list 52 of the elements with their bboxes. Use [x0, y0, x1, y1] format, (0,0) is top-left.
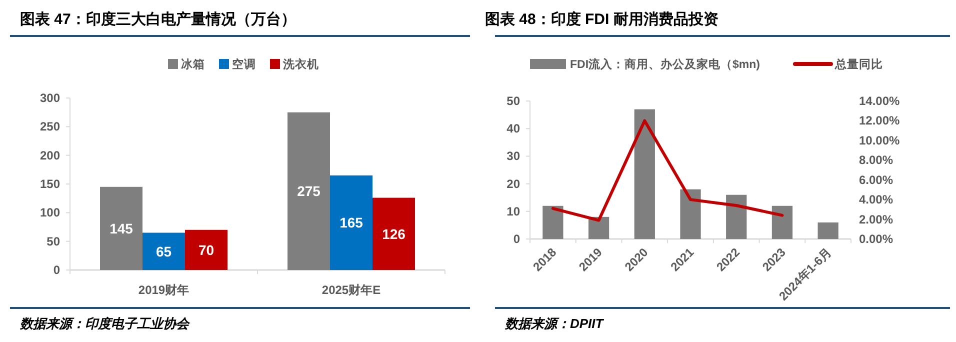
y2-tick-label: 6.00%: [859, 172, 894, 187]
y2-tick-label: 4.00%: [859, 192, 894, 207]
y2-tick-label: 2.00%: [859, 212, 894, 226]
line-series: [551, 119, 784, 222]
y2-tick-label: 10.00%: [859, 133, 900, 148]
data-label: 165: [340, 214, 364, 231]
y-tick-label: 150: [40, 177, 60, 191]
legend-label: 总量同比: [834, 57, 883, 71]
bar: [772, 206, 793, 239]
bar: [680, 189, 701, 239]
y-tick-label: 300: [40, 91, 60, 105]
bar: [818, 222, 838, 239]
legend-label: 空调: [232, 57, 256, 71]
data-label: 275: [297, 183, 321, 200]
source-note: 数据来源：DPIIT: [504, 316, 604, 331]
bar: [100, 186, 142, 270]
bar: [634, 109, 655, 239]
legend-label: 冰箱: [181, 57, 205, 71]
y-tick-label: 40: [506, 122, 520, 136]
legend-label: 洗衣机: [282, 57, 319, 71]
y-tick-label: 10: [506, 204, 520, 218]
bar: [142, 232, 185, 270]
bar: [588, 216, 610, 239]
y-tick-label: 250: [40, 120, 60, 134]
bar: [288, 112, 330, 270]
y-tick-label: 200: [40, 148, 60, 162]
data-label: 65: [156, 243, 172, 260]
bar: [726, 194, 747, 239]
x-tick-label: 2025财年E: [322, 283, 381, 297]
y-tick-label: 20: [506, 176, 520, 191]
y-tick-label: 0: [53, 263, 60, 277]
y-tick-label: 100: [40, 206, 60, 220]
y2-tick-label: 14.00%: [859, 94, 900, 108]
y2-tick-label: 0.00%: [859, 232, 894, 246]
bar: [542, 206, 564, 239]
y-tick-label: 30: [506, 149, 520, 164]
bar: [185, 230, 228, 270]
y-tick-label: 50: [506, 94, 520, 108]
chart-title: 图表 47：印度三大白电产量情况（万台）: [20, 10, 296, 28]
legend-label: FDI流入：商用、办公及家电（$mn): [570, 57, 760, 71]
source-note: 数据来源：印度电子工业协会: [19, 316, 191, 331]
y-tick-label: 50: [46, 234, 60, 248]
x-tick-label: 2019财年: [138, 283, 190, 297]
y-tick-label: 0: [513, 232, 520, 246]
y2-tick-label: 8.00%: [859, 153, 894, 168]
bar: [330, 175, 372, 270]
data-label: 126: [382, 226, 406, 242]
chart-title: 图表 48：印度 FDI 耐用消费品投资: [485, 10, 718, 28]
data-label: 70: [198, 242, 214, 258]
y2-tick-label: 12.00%: [859, 114, 900, 128]
data-label: 145: [110, 220, 134, 236]
bar: [372, 198, 415, 270]
